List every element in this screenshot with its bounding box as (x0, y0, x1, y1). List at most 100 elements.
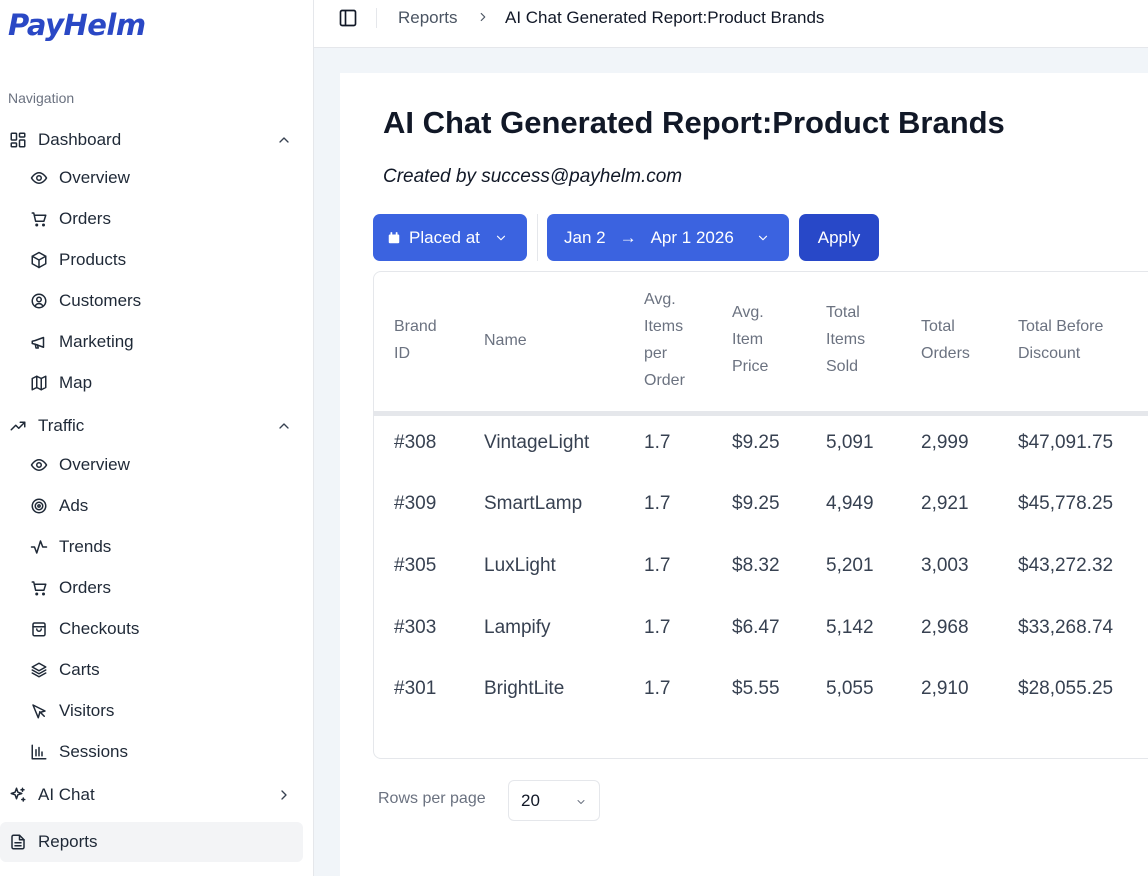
sidebar-item-label: Products (59, 250, 127, 269)
column-header-total-before-discount[interactable]: Total Before Discount (1018, 318, 1104, 362)
cell-total: $28,055.25 (1018, 678, 1114, 699)
sidebar-item-dashboard-orders[interactable]: Orders (0, 199, 314, 239)
cell-name: SmartLamp (484, 493, 583, 514)
header-divider (374, 411, 1148, 416)
sidebar: PayHelm Navigation Dashboard Overview Or… (0, 0, 314, 876)
cell-total: $45,778.25 (1018, 493, 1114, 514)
sidebar-item-carts[interactable]: Carts (0, 650, 314, 690)
arrow-right-icon: → (619, 227, 637, 247)
sidebar-group-traffic[interactable]: Traffic (0, 406, 314, 446)
eye-icon (29, 455, 49, 475)
sidebar-item-label: Marketing (59, 332, 134, 351)
cell-name: Lampify (484, 617, 551, 638)
cell-total: $43,272.32 (1018, 555, 1114, 576)
cell-brand-id: #309 (394, 493, 437, 514)
column-header-avg-items-per-order[interactable]: Avg. Items per Order (644, 291, 685, 389)
sidebar-item-ai-chat[interactable]: AI Chat (0, 775, 314, 815)
rows-per-page-select[interactable]: 20 (508, 780, 600, 821)
cell-avg-price: $9.25 (732, 493, 780, 514)
payhelm-logo[interactable]: PayHelm (8, 8, 146, 42)
breadcrumb-current: AI Chat Generated Report:Product Brands (505, 8, 825, 27)
sidebar-item-dashboard-overview[interactable]: Overview (0, 158, 314, 198)
column-header-name[interactable]: Name (484, 332, 527, 349)
cell-name: VintageLight (484, 432, 590, 453)
placed-at-dropdown[interactable]: Placed at (373, 214, 527, 261)
pointer-icon (29, 701, 49, 721)
column-header-brand-id[interactable]: Brand ID (394, 318, 437, 362)
cell-total: $33,268.74 (1018, 617, 1114, 638)
breadcrumb-reports[interactable]: Reports (398, 8, 458, 27)
cell-items-sold: 5,142 (826, 617, 874, 638)
sidebar-item-label: Checkouts (59, 619, 140, 638)
layers-icon (29, 660, 49, 680)
sidebar-item-label: Sessions (59, 742, 128, 761)
cell-avg-items: 1.7 (644, 432, 671, 453)
sidebar-item-reports[interactable]: Reports (0, 822, 303, 862)
sidebar-item-label: Trends (59, 537, 112, 556)
cart-icon (29, 209, 49, 229)
sidebar-item-visitors[interactable]: Visitors (0, 691, 314, 731)
date-from: Jan 2 (564, 227, 606, 247)
map-icon (29, 373, 49, 393)
sidebar-item-label: Orders (59, 209, 111, 228)
cell-items-sold: 5,091 (826, 432, 874, 453)
sidebar-item-traffic-overview[interactable]: Overview (0, 445, 314, 485)
chevron-up-icon[interactable] (276, 418, 292, 434)
sidebar-item-checkouts[interactable]: Checkouts (0, 609, 314, 649)
cell-orders: 2,968 (921, 617, 969, 638)
cell-items-sold: 5,201 (826, 555, 874, 576)
target-icon (29, 496, 49, 516)
sidebar-item-products[interactable]: Products (0, 240, 314, 280)
sidebar-item-label: Overview (59, 168, 130, 187)
filter-divider (537, 214, 538, 261)
created-by: Created by success@payhelm.com (383, 166, 683, 187)
placed-at-label: Placed at (409, 227, 480, 247)
sidebar-item-ads[interactable]: Ads (0, 486, 314, 526)
column-header-avg-item-price[interactable]: Avg. Item Price (732, 304, 769, 375)
rows-per-page-value: 20 (521, 791, 540, 810)
nav-caption: Navigation (8, 90, 75, 106)
sidebar-item-label: Orders (59, 578, 111, 597)
apply-button[interactable]: Apply (799, 214, 879, 261)
column-header-total-orders[interactable]: Total Orders (921, 318, 970, 362)
box-icon (29, 250, 49, 270)
chevron-up-icon[interactable] (276, 132, 292, 148)
sidebar-item-label: Overview (59, 455, 130, 474)
cell-items-sold: 4,949 (826, 493, 874, 514)
cell-avg-items: 1.7 (644, 617, 671, 638)
bag-icon (29, 619, 49, 639)
rows-per-page-label: Rows per page (378, 790, 486, 807)
sidebar-item-sessions[interactable]: Sessions (0, 732, 314, 772)
cell-orders: 2,921 (921, 493, 969, 514)
divider (376, 8, 377, 28)
file-text-icon (8, 832, 28, 852)
calendar-icon (387, 231, 401, 245)
cell-name: LuxLight (484, 555, 556, 576)
cell-brand-id: #303 (394, 617, 437, 638)
sidebar-group-label: Traffic (38, 416, 85, 435)
chevron-right-icon[interactable] (276, 787, 292, 803)
sidebar-item-customers[interactable]: Customers (0, 281, 314, 321)
sidebar-item-label: Map (59, 373, 93, 392)
sidebar-item-marketing[interactable]: Marketing (0, 322, 314, 362)
chevron-down-icon (575, 795, 587, 807)
column-header-total-items-sold[interactable]: Total Items Sold (826, 304, 866, 375)
sidebar-item-trends[interactable]: Trends (0, 527, 314, 567)
eye-icon (29, 168, 49, 188)
sidebar-group-label: Dashboard (38, 130, 122, 149)
cell-name: BrightLite (484, 678, 565, 699)
trending-up-icon (8, 416, 28, 436)
sidebar-item-traffic-orders[interactable]: Orders (0, 568, 314, 608)
sidebar-item-label: Reports (38, 832, 98, 851)
bar-chart-icon (29, 742, 49, 762)
sidebar-group-dashboard[interactable]: Dashboard (0, 120, 314, 160)
cell-items-sold: 5,055 (826, 678, 874, 699)
cell-orders: 2,999 (921, 432, 969, 453)
cell-avg-price: $9.25 (732, 432, 780, 453)
date-range-picker[interactable]: Jan 2 → Apr 1 2026 (547, 214, 789, 261)
cell-avg-items: 1.7 (644, 678, 671, 699)
topbar: Reports AI Chat Generated Report:Product… (314, 0, 1148, 48)
sidebar-item-map[interactable]: Map (0, 363, 314, 403)
sidebar-toggle-icon[interactable] (338, 8, 358, 28)
sidebar-item-label: AI Chat (38, 785, 95, 804)
